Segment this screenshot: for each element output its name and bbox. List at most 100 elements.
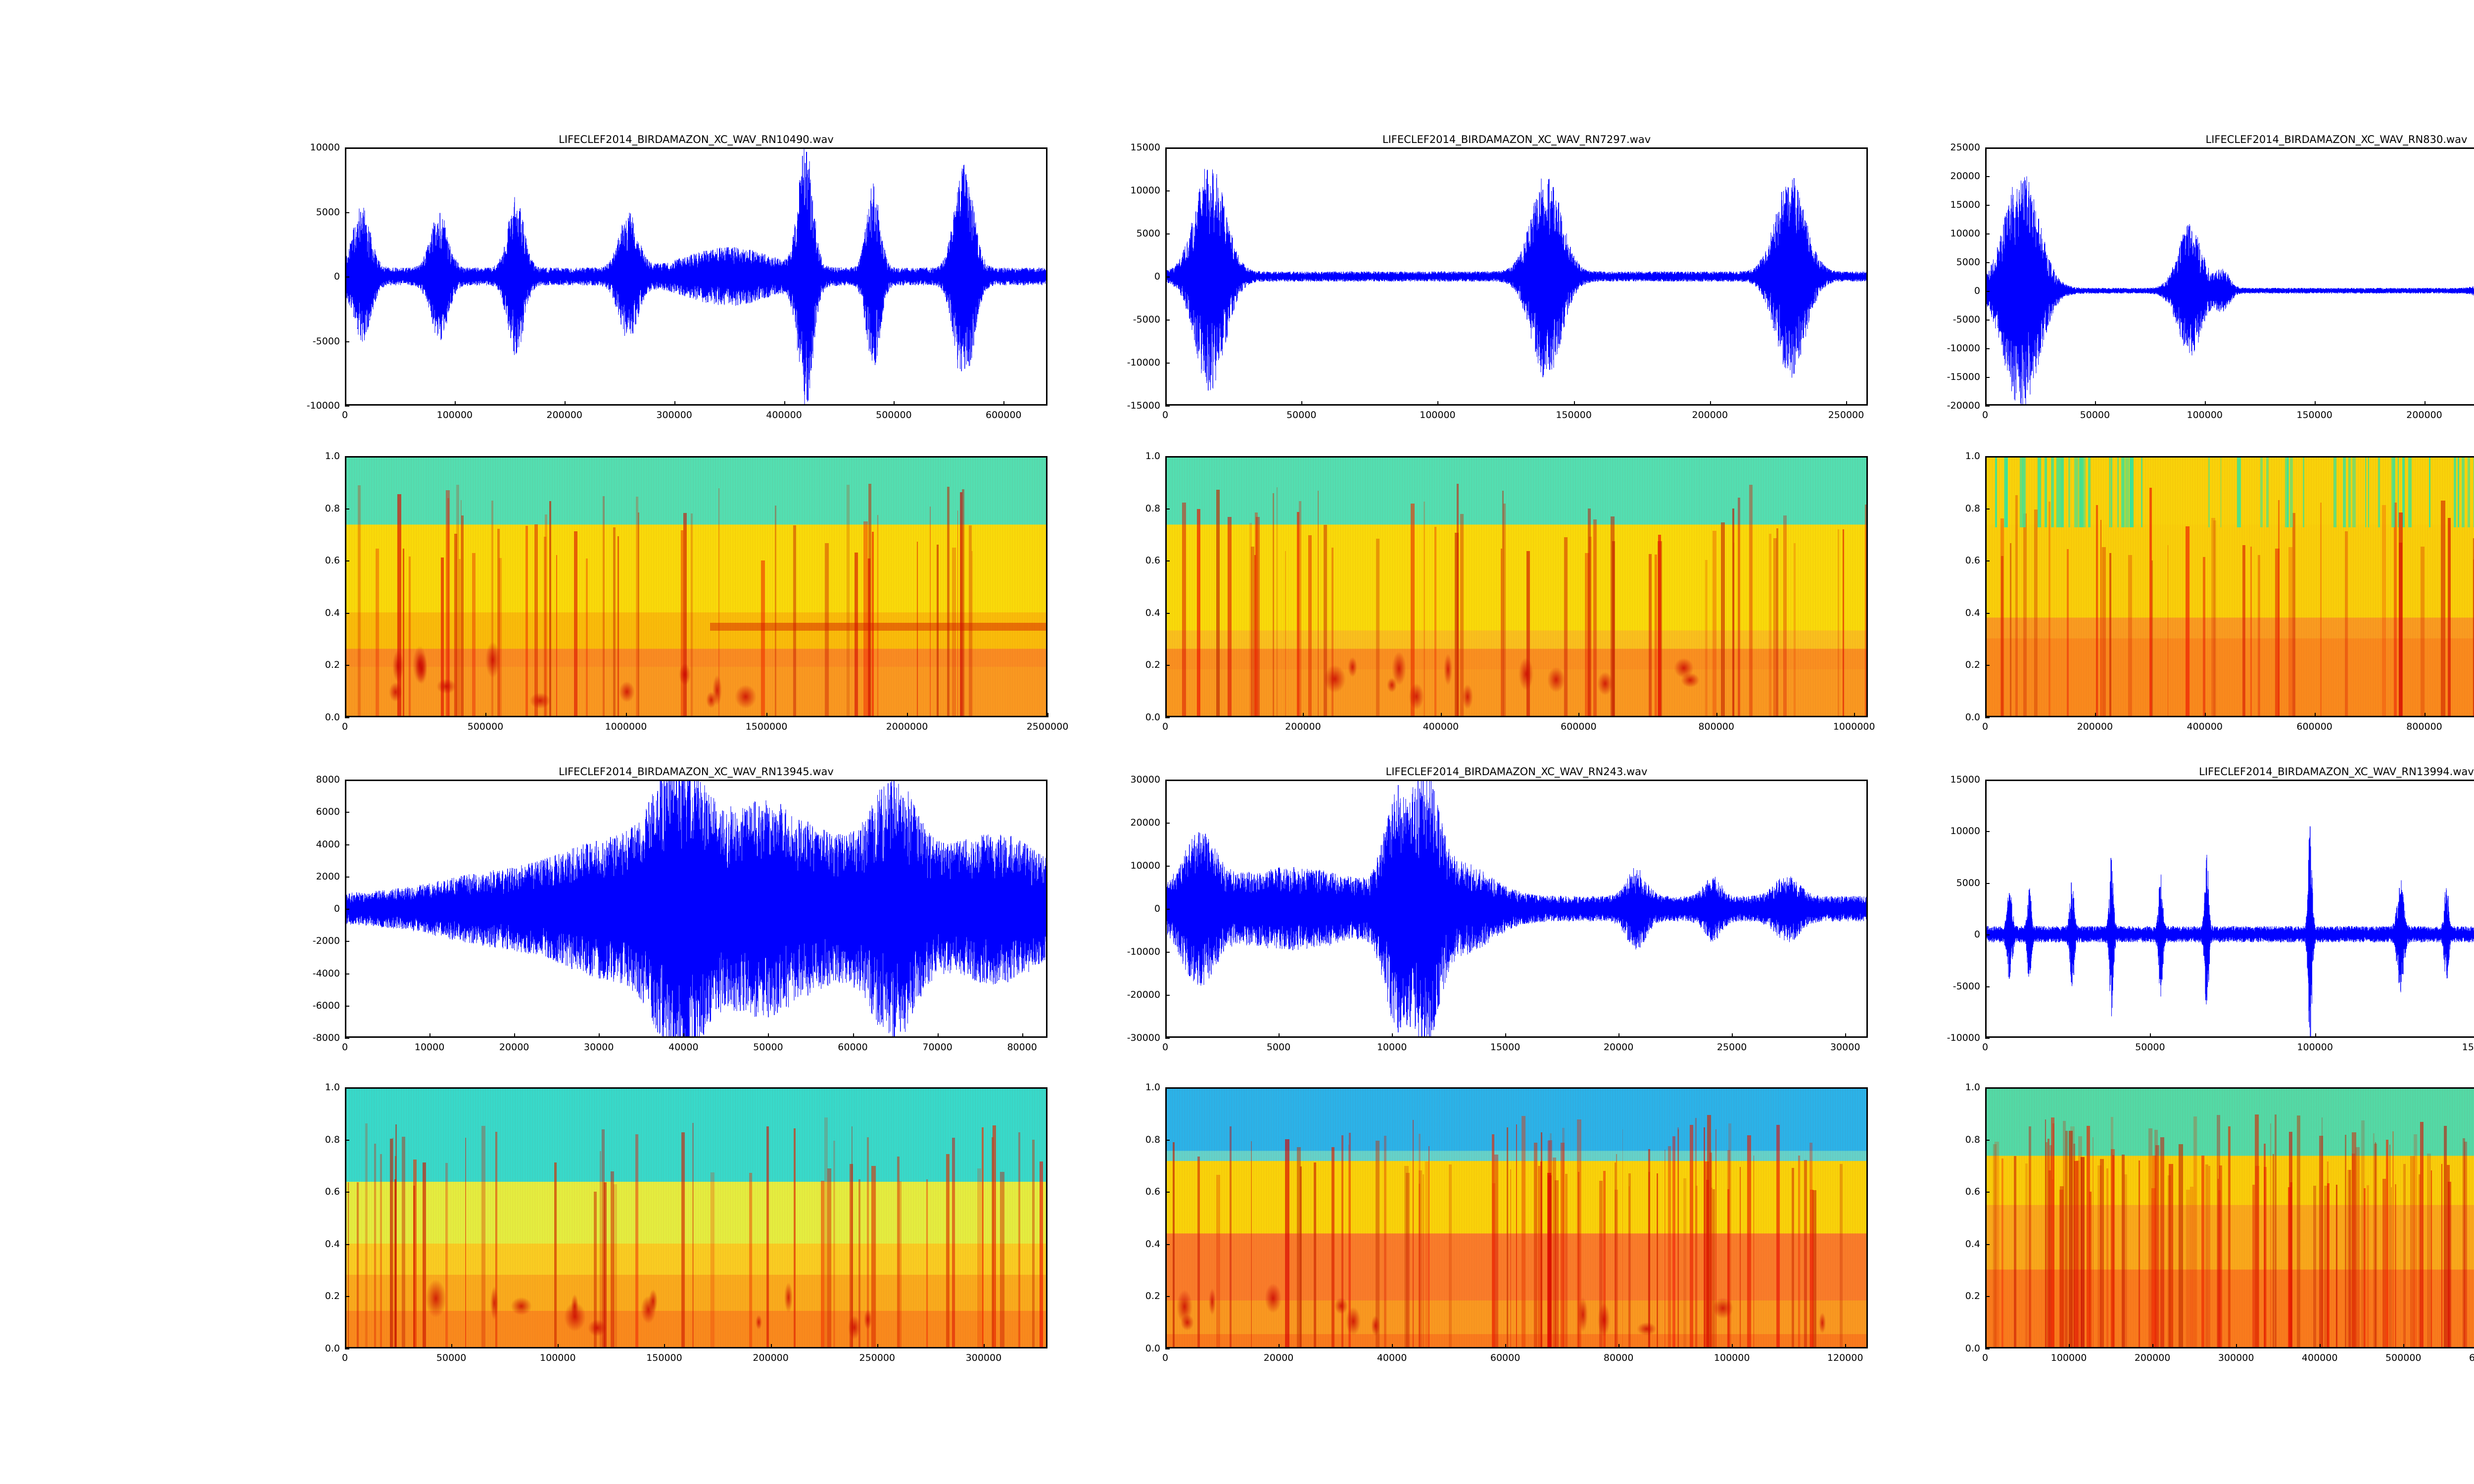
x-axis-tick-label: 300000	[965, 1352, 1002, 1363]
x-axis-tick-mark	[451, 1344, 453, 1348]
x-axis-tick-mark	[1573, 401, 1575, 406]
x-axis-tick-mark	[1854, 713, 1856, 717]
y-axis-tick-label: 0.0	[1965, 1343, 1980, 1354]
x-axis-tick-label: 15000	[1490, 1042, 1521, 1053]
panel-title: LIFECLEF2014_BIRDAMAZON_XC_WAV_RN243.wav	[1385, 766, 1648, 778]
x-axis-tick-mark	[894, 401, 895, 406]
y-axis-tick-mark	[1165, 560, 1170, 562]
y-axis-tick-label: 0.6	[1145, 1186, 1160, 1198]
x-axis-tick-mark	[674, 401, 675, 406]
x-axis-tick-mark	[1618, 1033, 1620, 1038]
x-axis-tick-mark	[853, 1033, 854, 1038]
x-axis-tick-label: 400000	[2301, 1352, 2338, 1363]
y-axis-tick-mark	[1165, 190, 1170, 191]
x-axis-tick-mark	[766, 713, 767, 717]
y-axis-tick-mark	[345, 277, 349, 278]
x-axis-tick-label: 600000	[985, 410, 1022, 420]
y-axis-tick-label: 0.2	[325, 659, 340, 671]
x-axis-tick-mark	[1985, 713, 1986, 717]
x-axis-tick-mark	[683, 1033, 685, 1038]
x-axis-tick-mark	[2150, 1033, 2151, 1038]
y-axis-tick-mark	[345, 780, 349, 781]
y-axis-tick-mark	[1985, 147, 1990, 148]
y-axis-tick-label: 0	[333, 271, 340, 282]
x-axis-tick-label: 300000	[656, 410, 692, 420]
x-axis-tick-label: 50000	[2080, 410, 2110, 420]
x-axis-tick-mark	[1392, 1344, 1393, 1348]
y-axis-tick-label: 0.8	[1145, 1134, 1160, 1145]
y-axis-tick-label: 1.0	[325, 451, 340, 462]
x-axis-tick-label: 500000	[876, 410, 912, 420]
x-axis-tick-label: 400000	[2187, 721, 2223, 732]
x-axis-tick-label: 100000	[1420, 410, 1456, 420]
y-axis-tick-label: 10000	[310, 142, 340, 153]
x-axis-tick-mark	[1437, 401, 1439, 406]
y-axis-tick-label: 0.4	[325, 607, 340, 618]
y-axis-tick-label: -4000	[312, 968, 340, 979]
y-axis-tick-mark	[1165, 995, 1170, 996]
x-axis-tick-label: 120000	[1827, 1352, 1863, 1363]
y-axis-tick-mark	[1985, 1244, 1990, 1245]
y-axis-tick-label: 0.4	[1145, 1238, 1160, 1250]
x-axis-tick-label: 800000	[1698, 721, 1734, 732]
x-axis-tick-mark	[770, 1344, 772, 1348]
y-axis-tick-mark	[1165, 1192, 1170, 1193]
x-axis-tick-label: 0	[1162, 410, 1169, 420]
x-axis-tick-mark	[514, 1033, 516, 1038]
y-axis-tick-label: -20000	[1127, 989, 1160, 1000]
y-axis-tick-mark	[1165, 320, 1170, 321]
x-axis-tick-mark	[1165, 1344, 1166, 1348]
x-axis-tick-label: 600000	[2469, 1352, 2474, 1363]
x-axis-tick-label: 200000	[2134, 1352, 2171, 1363]
y-axis-tick-mark	[1985, 205, 1990, 206]
x-axis-tick-mark	[2320, 1344, 2321, 1348]
x-axis-tick-mark	[2314, 401, 2316, 406]
y-axis-tick-mark	[345, 341, 349, 342]
x-axis-tick-label: 100000	[2187, 410, 2223, 420]
y-axis-tick-mark	[1165, 909, 1170, 910]
x-axis-tick-label: 100000	[2050, 1352, 2087, 1363]
y-axis-tick-label: 0.2	[1145, 1291, 1160, 1302]
x-axis-tick-mark	[1732, 1033, 1733, 1038]
x-axis-tick-label: 600000	[1561, 721, 1597, 732]
x-axis-tick-label: 30000	[1830, 1042, 1860, 1053]
y-axis-tick-label: 1.0	[1965, 451, 1980, 462]
y-axis-tick-mark	[1985, 348, 1990, 349]
y-axis-tick-label: 0.4	[1145, 607, 1160, 618]
y-axis-tick-label: 10000	[1130, 860, 1160, 871]
y-axis-tick-mark	[1985, 456, 1990, 457]
x-axis-tick-label: 60000	[1490, 1352, 1521, 1363]
y-axis-tick-label: 0.6	[1965, 555, 1980, 566]
y-axis-tick-mark	[1985, 1139, 1990, 1141]
y-axis-tick-mark	[1985, 1038, 1990, 1039]
y-axis-tick-label: 30000	[1130, 774, 1160, 785]
x-axis-tick-mark	[768, 1033, 769, 1038]
x-axis-tick-label: 200000	[546, 410, 583, 420]
x-axis-tick-mark	[1303, 713, 1304, 717]
y-axis-tick-label: -10000	[1947, 1032, 1980, 1043]
x-axis-tick-mark	[1845, 1344, 1847, 1348]
y-axis-tick-mark	[1985, 377, 1990, 378]
x-axis-tick-mark	[2424, 713, 2426, 717]
y-axis-tick-mark	[1165, 363, 1170, 364]
y-axis-tick-label: 0	[1974, 929, 1980, 940]
x-axis-tick-mark	[1022, 1033, 1023, 1038]
x-axis-tick-label: 50000	[2135, 1042, 2165, 1053]
x-axis-tick-label: 150000	[646, 1352, 682, 1363]
x-axis-tick-mark	[599, 1033, 600, 1038]
y-axis-tick-label: 0	[1154, 903, 1160, 914]
y-axis-tick-label: 0.4	[325, 1238, 340, 1250]
x-axis-tick-mark	[1710, 401, 1711, 406]
y-axis-tick-label: 10000	[1130, 185, 1160, 196]
x-axis-tick-mark	[345, 713, 346, 717]
spectrogram-image	[1167, 1089, 1866, 1347]
x-axis-tick-mark	[2152, 1344, 2154, 1348]
y-axis-tick-mark	[345, 812, 349, 813]
y-axis-tick-mark	[345, 1192, 349, 1193]
x-axis-tick-label: 80000	[1603, 1352, 1634, 1363]
y-axis-tick-mark	[1165, 665, 1170, 666]
y-axis-tick-label: 0.0	[1965, 712, 1980, 723]
spectrogram-axes	[1985, 456, 2474, 717]
